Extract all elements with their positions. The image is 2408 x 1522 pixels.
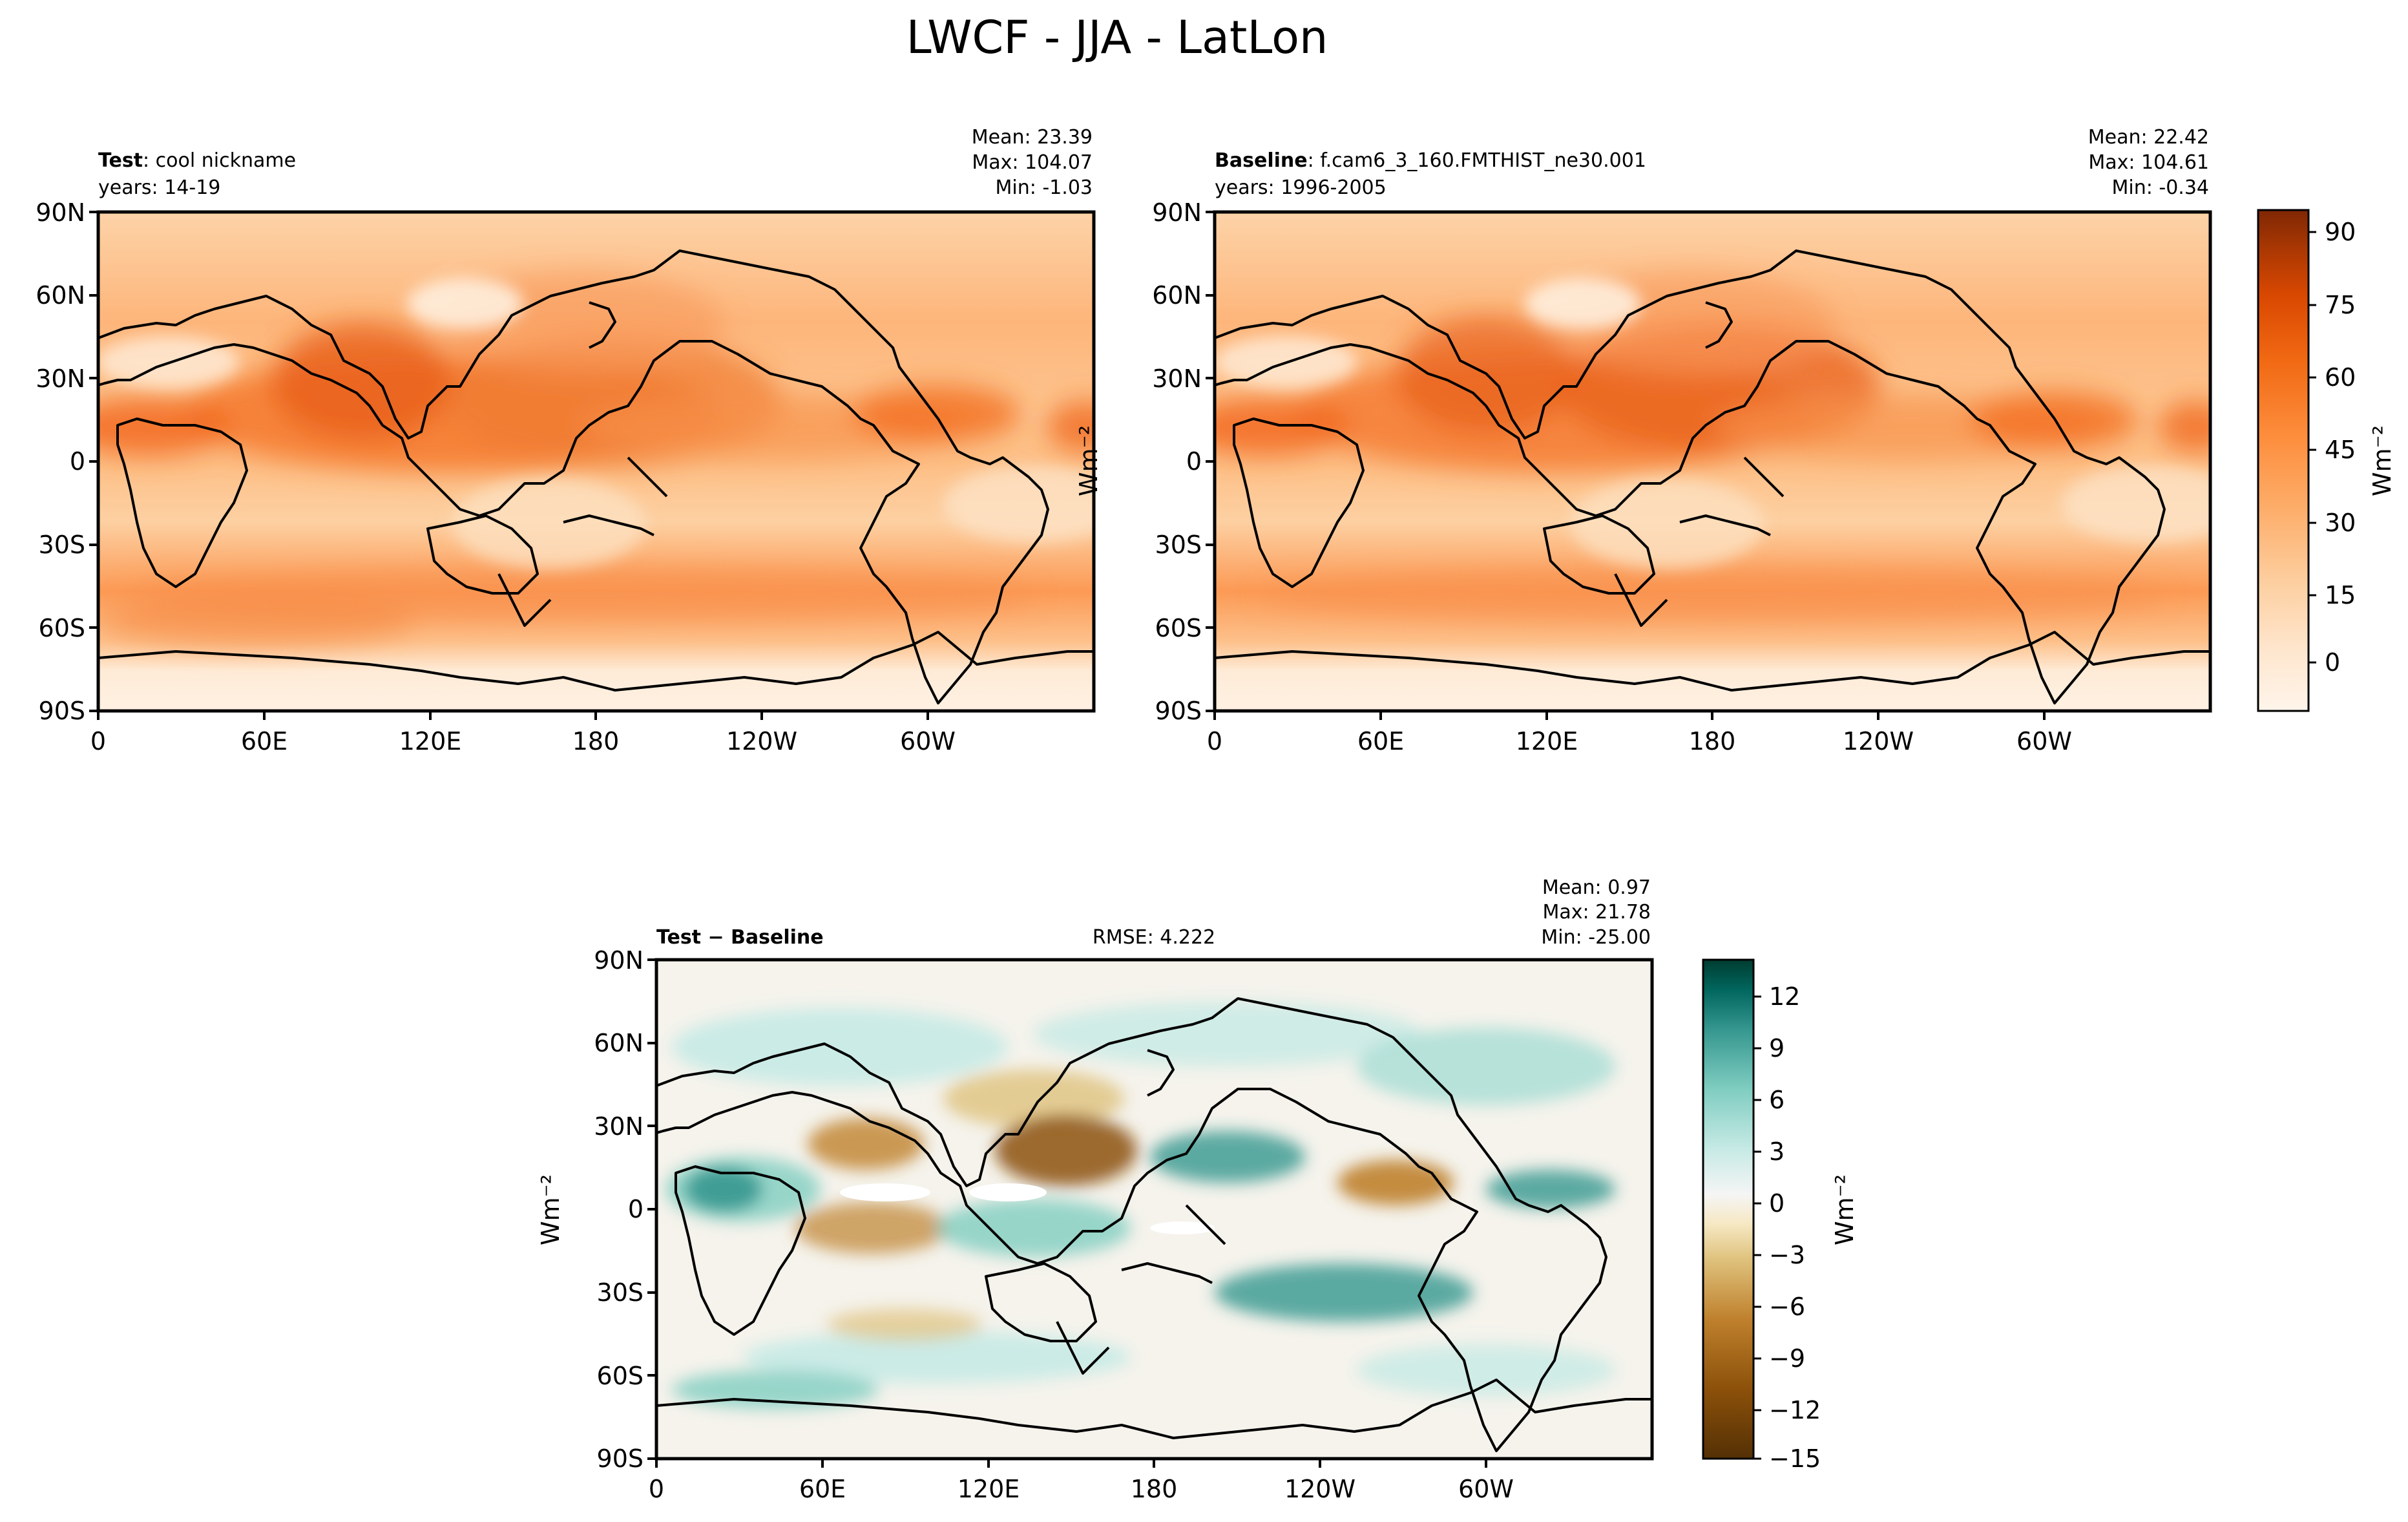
x-tick-label: 0: [1207, 727, 1222, 756]
y-tick-label: 90S: [597, 1444, 644, 1473]
test-x-axis: 0 60E 120E 180 120W 60W: [90, 711, 956, 756]
x-tick-label: 60W: [1458, 1475, 1514, 1503]
test-years: years: 14-19: [98, 176, 220, 199]
x-tick-label: 120W: [1843, 727, 1914, 756]
main-colorbar-tick: 75: [2325, 291, 2356, 319]
y-tick-label: 30S: [39, 531, 85, 559]
x-tick-label: 120E: [1516, 727, 1578, 756]
main-colorbar-tick: 60: [2325, 363, 2356, 392]
y-tick-label: 90S: [1155, 697, 1202, 725]
test-label-bold: Test: [98, 149, 143, 172]
y-tick-label: 30N: [36, 365, 85, 393]
main-colorbar-left-unit: Wm⁻²: [1074, 425, 1103, 496]
x-tick-label: 120W: [726, 727, 797, 756]
diff-colorbar-tick: 3: [1769, 1137, 1785, 1166]
diff-colorbar-tick: −15: [1769, 1444, 1821, 1473]
diff-max: Max: 21.78: [1542, 901, 1651, 924]
baseline-years: years: 1996-2005: [1215, 176, 1387, 199]
baseline-field: [1215, 212, 2210, 711]
main-colorbar-tick: 30: [2325, 509, 2356, 537]
diff-colorbar-tick: 9: [1769, 1034, 1785, 1062]
y-tick-label: 60N: [594, 1029, 644, 1057]
x-tick-label: 0: [90, 727, 106, 756]
baseline-max: Max: 104.61: [2088, 151, 2209, 174]
y-tick-label: 30S: [597, 1278, 644, 1307]
diff-rmse: RMSE: 4.222: [1093, 926, 1215, 949]
x-tick-label: 120E: [958, 1475, 1020, 1503]
x-tick-label: 60W: [2016, 727, 2072, 756]
test-label-text: : cool nickname: [143, 149, 296, 172]
y-tick-label: 30N: [594, 1112, 644, 1141]
main-colorbar-unit: Wm⁻²: [2368, 425, 2396, 496]
diff-colorbar-tick: 0: [1769, 1189, 1785, 1218]
x-tick-label: 120E: [399, 727, 462, 756]
baseline-label-bold: Baseline: [1215, 149, 1308, 172]
y-tick-label: 0: [1186, 447, 1202, 476]
y-tick-label: 60N: [36, 281, 85, 310]
test-y-axis: 90N 60N 30N 0 30S 60S 90S: [36, 198, 98, 725]
panel-baseline: Baseline: f.cam6_3_160.FMTHIST_ne30.001 …: [1152, 126, 2212, 756]
diff-colorbar-tick: −6: [1769, 1293, 1805, 1321]
x-tick-label: 180: [1689, 727, 1736, 756]
diff-coastlines: [656, 997, 1652, 1452]
diff-left-unit: Wm⁻²: [536, 1174, 565, 1245]
y-tick-label: 90N: [1152, 198, 1202, 227]
baseline-y-axis: 90N 60N 30N 0 30S 60S 90S: [1152, 198, 1215, 725]
diff-x-axis: 0 60E 120E 180 120W 60W: [649, 1459, 1514, 1503]
test-coastlines: [98, 249, 1094, 704]
y-tick-label: 90S: [39, 697, 85, 725]
diff-colorbar-unit: Wm⁻²: [1830, 1174, 1859, 1245]
x-tick-label: 60E: [799, 1475, 846, 1503]
y-tick-label: 90N: [36, 198, 85, 227]
baseline-min: Min: -0.34: [2112, 176, 2210, 199]
test-label: Test: cool nickname: [98, 149, 296, 172]
test-mean: Mean: 23.39: [972, 126, 1093, 149]
baseline-x-axis: 0 60E 120E 180 120W 60W: [1207, 711, 2072, 756]
y-tick-label: 60S: [39, 614, 85, 642]
main-colorbar-tick: 45: [2325, 436, 2356, 464]
x-tick-label: 60E: [1357, 727, 1404, 756]
x-tick-label: 60E: [241, 727, 288, 756]
y-tick-label: 60S: [1155, 614, 1202, 642]
main-colorbar: Wm⁻² Wm⁻²: [1074, 425, 2396, 496]
y-tick-label: 30S: [1155, 531, 1202, 559]
baseline-mean: Mean: 22.42: [2088, 126, 2209, 149]
diff-field: [656, 960, 1652, 1459]
baseline-coastlines: [1215, 249, 2210, 704]
diff-colorbar-tick: −3: [1769, 1241, 1805, 1269]
diff-colorbar-tick: −12: [1769, 1396, 1821, 1424]
panel-diff: Test − Baseline RMSE: 4.222 Mean: 0.97 M…: [536, 876, 1654, 1503]
diff-colorbar-tick: −9: [1769, 1344, 1805, 1373]
y-tick-label: 60S: [597, 1362, 644, 1390]
x-tick-label: 60W: [900, 727, 956, 756]
x-tick-label: 180: [1131, 1475, 1178, 1503]
y-tick-label: 30N: [1152, 365, 1202, 393]
diff-min: Min: -25.00: [1541, 926, 1651, 949]
y-tick-label: 0: [70, 447, 85, 476]
figure-title: LWCF - JJA - LatLon: [906, 11, 1328, 64]
main-colorbar-tick: 90: [2325, 218, 2356, 246]
x-tick-label: 120W: [1284, 1475, 1356, 1503]
diff-colorbar-tick: 12: [1769, 982, 1800, 1011]
panel-test: Test: cool nickname years: 14-19 Mean: 2…: [36, 126, 1096, 756]
main-colorbar-tick: 0: [2325, 648, 2340, 677]
diff-colorbar-tick: 6: [1769, 1086, 1785, 1114]
main-colorbar-tick: 15: [2325, 581, 2356, 609]
y-tick-label: 0: [628, 1195, 644, 1223]
baseline-label: Baseline: f.cam6_3_160.FMTHIST_ne30.001: [1215, 149, 1646, 172]
diff-label: Test − Baseline: [656, 926, 824, 949]
test-max: Max: 104.07: [972, 151, 1093, 174]
test-min: Min: -1.03: [996, 176, 1093, 199]
x-tick-label: 180: [572, 727, 620, 756]
diff-y-axis: 90N 60N 30N 0 30S 60S 90S: [594, 946, 656, 1473]
y-tick-label: 60N: [1152, 281, 1202, 310]
test-field: [98, 212, 1094, 711]
diff-colorbar: 12 9 6 3 0 −3 −6 −9 −12 −15 Wm⁻²: [1702, 958, 1859, 1473]
x-tick-label: 0: [649, 1475, 664, 1503]
baseline-label-text: : f.cam6_3_160.FMTHIST_ne30.001: [1308, 149, 1646, 172]
diff-mean: Mean: 0.97: [1542, 876, 1651, 899]
y-tick-label: 90N: [594, 946, 644, 975]
main-colorbar-right: 90 75 60 45 30 15 0: [2257, 209, 2356, 712]
